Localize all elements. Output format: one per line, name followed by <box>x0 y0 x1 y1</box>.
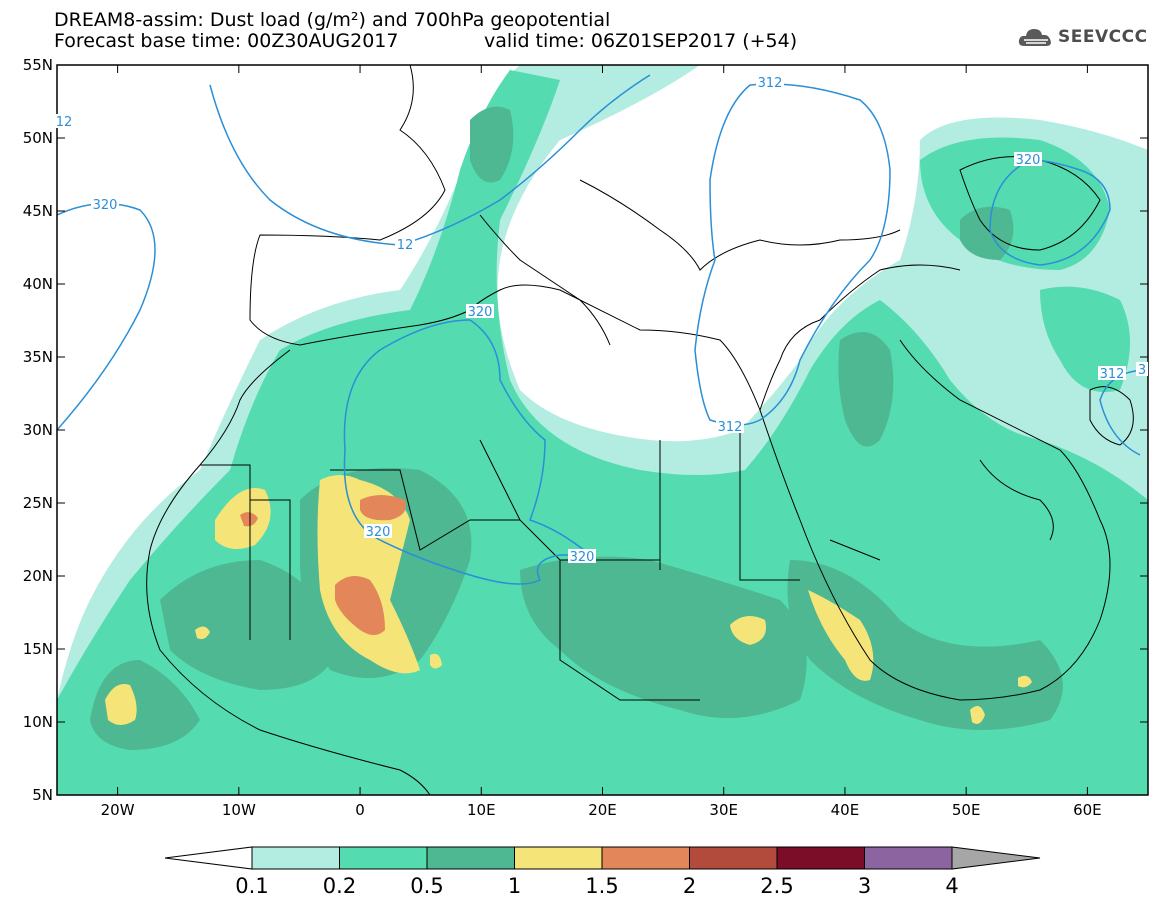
contour-label-bg <box>466 304 494 318</box>
lat-label: 55N <box>23 56 53 74</box>
colorbar-label: 0.2 <box>323 874 356 898</box>
lon-label: 0 <box>355 801 365 819</box>
colorbar-segment <box>251 846 340 870</box>
colorbar-label: 1 <box>508 874 521 898</box>
axis-ticks: 5N 10N 15N 20N 25N 30N 35N 40N 45N 50N 55N 20W 10W 0 1… <box>23 56 1148 819</box>
colorbar-label: 1.5 <box>585 874 618 898</box>
colorbar-label: 0.5 <box>410 874 443 898</box>
contour-label: 12 <box>397 238 414 253</box>
colorbar-segment <box>776 846 865 870</box>
forecast-base-time: Forecast base time: 00Z30AUG2017 <box>54 30 399 52</box>
contour-label: 320 <box>468 305 493 320</box>
colorbar-segment <box>514 846 603 870</box>
colorbar-segment <box>601 846 690 870</box>
lon-label: 40E <box>831 801 860 819</box>
lon-label: 10E <box>467 801 496 819</box>
colorbar-segment <box>426 846 515 870</box>
dust-layer-yellow <box>105 475 1032 725</box>
colorbar-max-arrow <box>951 846 1041 870</box>
lon-label: 20W <box>101 801 135 819</box>
colorbar-label: 2.5 <box>760 874 793 898</box>
colorbar: 0.1 0.2 0.5 1 1.5 2 2.5 3 4 <box>164 846 1041 898</box>
lat-label: 50N <box>23 129 53 147</box>
lat-label: 20N <box>23 567 53 585</box>
contour-label: 312 <box>758 76 783 91</box>
contour-label: 320 <box>93 198 118 213</box>
contour-label: 3 <box>1138 363 1146 378</box>
map-area <box>57 65 1148 795</box>
colorbar-segment <box>339 846 428 870</box>
contour-label: 312 <box>1100 367 1125 382</box>
lat-label: 5N <box>32 786 53 804</box>
lon-label: 50E <box>952 801 981 819</box>
colorbar-label: 0.1 <box>235 874 268 898</box>
seevccc-logo: SEEVCCC <box>1018 26 1148 48</box>
contour-label: 312 <box>718 420 743 435</box>
contour-label-bg <box>395 237 415 251</box>
dust-layer-orange <box>240 495 406 635</box>
lon-label: 60E <box>1073 801 1102 819</box>
lat-label: 10N <box>23 713 53 731</box>
geopotential-contours <box>57 74 1148 585</box>
colorbar-segment <box>864 846 953 870</box>
lat-label: 30N <box>23 421 53 439</box>
colorbar-min-arrow <box>164 846 253 870</box>
colorbar-label: 3 <box>858 874 871 898</box>
lat-label: 15N <box>23 640 53 658</box>
contour-label-bg <box>1136 362 1148 376</box>
colorbar-label: 4 <box>945 874 958 898</box>
lat-label: 40N <box>23 275 53 293</box>
contour-label-bg <box>1014 152 1042 166</box>
lon-label: 10W <box>222 801 256 819</box>
contour-label-bg <box>54 114 74 128</box>
cloud-icon <box>1018 29 1051 46</box>
contour-label-bg <box>568 549 596 563</box>
contour-label: 320 <box>1016 153 1041 168</box>
contour-label: 320 <box>570 550 595 565</box>
colorbar-segment <box>689 846 778 870</box>
logo-text: SEEVCCC <box>1058 27 1148 47</box>
contour-label: 12 <box>56 115 73 130</box>
lon-label: 20E <box>588 801 617 819</box>
contour-label-bg <box>91 197 119 211</box>
contour-label-bg <box>716 419 744 433</box>
lat-label: 45N <box>23 202 53 220</box>
lat-label: 25N <box>23 494 53 512</box>
lat-label: 35N <box>23 348 53 366</box>
lon-label: 30E <box>709 801 738 819</box>
colorbar-label: 2 <box>683 874 696 898</box>
map-title: DREAM8-assim: Dust load (g/m²) and 700hP… <box>54 9 611 31</box>
contour-label-bg <box>756 75 784 89</box>
contour-label-bg <box>364 524 392 538</box>
contour-label: 320 <box>366 525 391 540</box>
contour-label-bg <box>1098 366 1126 380</box>
valid-time: valid time: 06Z01SEP2017 (+54) <box>484 30 798 52</box>
